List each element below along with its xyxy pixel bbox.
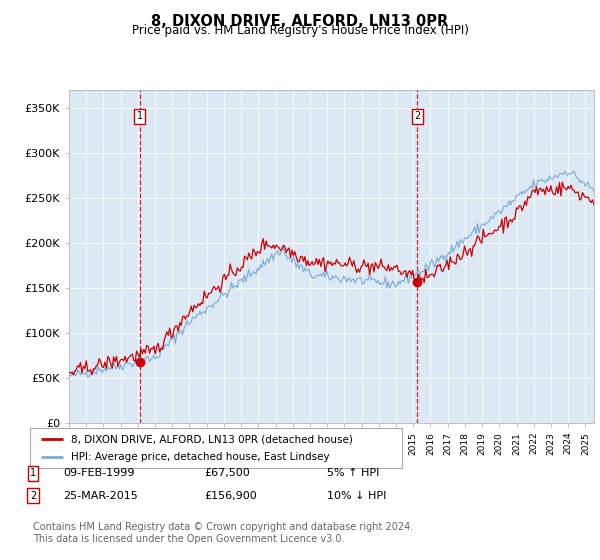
Text: 8, DIXON DRIVE, ALFORD, LN13 0PR: 8, DIXON DRIVE, ALFORD, LN13 0PR: [151, 14, 449, 29]
Text: 10% ↓ HPI: 10% ↓ HPI: [327, 491, 386, 501]
Text: 1: 1: [30, 468, 36, 478]
Text: 8, DIXON DRIVE, ALFORD, LN13 0PR (detached house): 8, DIXON DRIVE, ALFORD, LN13 0PR (detach…: [71, 435, 353, 445]
Text: HPI: Average price, detached house, East Lindsey: HPI: Average price, detached house, East…: [71, 451, 329, 461]
Text: £156,900: £156,900: [204, 491, 257, 501]
Text: Contains HM Land Registry data © Crown copyright and database right 2024.
This d: Contains HM Land Registry data © Crown c…: [33, 522, 413, 544]
Text: 25-MAR-2015: 25-MAR-2015: [63, 491, 138, 501]
Text: 09-FEB-1999: 09-FEB-1999: [63, 468, 134, 478]
Text: Price paid vs. HM Land Registry's House Price Index (HPI): Price paid vs. HM Land Registry's House …: [131, 24, 469, 37]
Text: 2: 2: [414, 111, 421, 122]
Text: 5% ↑ HPI: 5% ↑ HPI: [327, 468, 379, 478]
Text: 2: 2: [30, 491, 36, 501]
Text: 1: 1: [137, 111, 143, 122]
Text: £67,500: £67,500: [204, 468, 250, 478]
